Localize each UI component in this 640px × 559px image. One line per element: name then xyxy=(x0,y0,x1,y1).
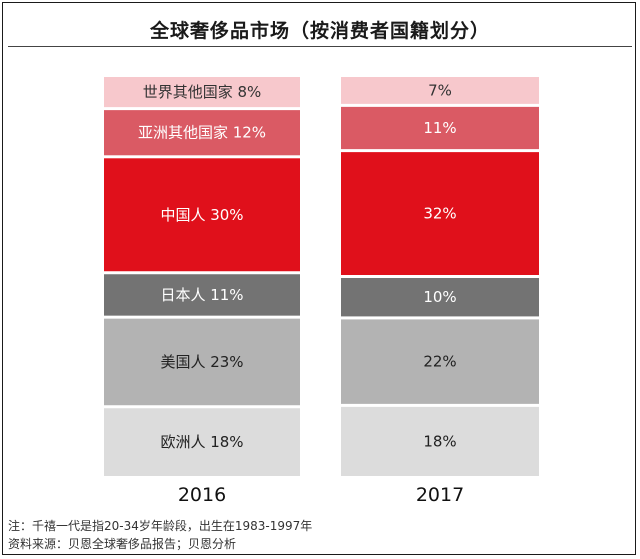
bar-segment-2016-2 xyxy=(104,274,300,316)
segment-label-2017-0: 18% xyxy=(423,432,456,450)
footnote-source: 资料来源：贝恩全球奢侈品报告；贝恩分析 xyxy=(8,537,237,551)
segment-label-2016-5: 世界其他国家 8% xyxy=(143,83,262,101)
chart-frame xyxy=(2,2,636,555)
bar-segment-2016-0 xyxy=(104,408,300,476)
bar-segment-2017-0 xyxy=(341,406,539,476)
bar-segment-2017-2 xyxy=(341,278,539,317)
title-divider xyxy=(8,46,632,47)
bar-segment-2017-4 xyxy=(341,106,539,150)
category-label-2017: 2017 xyxy=(416,484,464,506)
footnote-definition: 注：千禧一代是指20-34岁年龄段，出生在1983-1997年 xyxy=(8,519,313,533)
stacked-bar-chart: 欧洲人 18% 美国人 23% 日本人 11% 中国人 30% 亚洲其他国家 12% 世界… xyxy=(104,77,539,506)
segment-label-2017-4: 11% xyxy=(423,119,456,137)
footnotes: 注：千禧一代是指20-34岁年龄段，出生在1983-1997年 资料来源：贝恩全… xyxy=(8,517,312,553)
segment-label-2016-0: 欧洲人 18% xyxy=(160,433,243,451)
segment-label-2016-1: 美国人 23% xyxy=(160,353,243,371)
bar-segment-2016-5 xyxy=(104,77,300,108)
segment-label-2016-3: 中国人 30% xyxy=(160,206,243,224)
segment-label-2017-2: 10% xyxy=(423,288,456,306)
bar-segment-2016-3 xyxy=(104,158,300,272)
bar-segment-2017-5 xyxy=(341,77,539,104)
segment-label-2017-5: 7% xyxy=(428,81,452,99)
segment-label-2016-4: 亚洲其他国家 12% xyxy=(138,124,266,142)
bar-segment-2016-4 xyxy=(104,110,300,156)
segment-label-2016-2: 日本人 11% xyxy=(160,286,243,304)
chart-title: 全球奢侈品市场（按消费者国籍划分） xyxy=(149,20,490,42)
segment-label-2017-3: 32% xyxy=(423,205,456,223)
bar-segment-2017-3 xyxy=(341,152,539,275)
category-label-2016: 2016 xyxy=(178,484,226,506)
bar-segment-2016-1 xyxy=(104,318,300,406)
segment-label-2017-1: 22% xyxy=(423,353,456,371)
bar-segment-2017-1 xyxy=(341,319,539,404)
